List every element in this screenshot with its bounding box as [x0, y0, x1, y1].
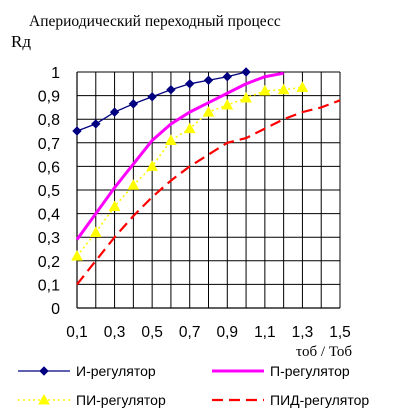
- y-tick-label: 0: [51, 301, 60, 318]
- legend-marker: [38, 393, 50, 405]
- data-point: [240, 91, 252, 103]
- data-point: [221, 99, 234, 110]
- legend-marker: [39, 366, 49, 376]
- plot-area: [71, 67, 341, 286]
- data-point: [222, 72, 232, 82]
- x-tick-label: 1,3: [292, 324, 314, 341]
- series-1: [72, 67, 251, 136]
- x-tick-label: 0,9: [217, 324, 239, 341]
- y-tick-label: 0,9: [38, 89, 60, 106]
- series-3: [71, 81, 309, 261]
- series-line: [76, 71, 247, 132]
- data-point: [203, 75, 214, 85]
- legend-item-3: ПИ-регулятор: [18, 392, 166, 408]
- chart-title: Апериодический переходный процесс: [29, 13, 281, 30]
- data-point: [277, 83, 290, 95]
- series-4: [76, 99, 341, 286]
- x-tick-label: 0,1: [66, 324, 88, 341]
- data-point: [241, 67, 251, 77]
- y-tick-label: 0,1: [38, 277, 60, 294]
- data-point: [127, 179, 140, 190]
- data-point: [185, 79, 195, 89]
- y-tick-label: 0,5: [38, 183, 60, 200]
- legend-item-4: ПИД-регулятор: [212, 392, 369, 408]
- series-line: [75, 71, 284, 241]
- data-point: [146, 160, 158, 171]
- tick-labels: 0 0,1 0,2 0,3 0,4 0,5 0,6 0,7 0,8 0,9 1 0,1 0,3 0,5 0,…: [38, 65, 351, 341]
- y-tick-label: 0,7: [38, 136, 60, 153]
- data-point: [202, 106, 215, 117]
- x-tick-label: 0,5: [141, 324, 163, 341]
- y-tick-label: 0,2: [38, 254, 60, 271]
- y-tick-label: 0,4: [38, 207, 60, 224]
- y-tick-label: 0,3: [38, 230, 60, 247]
- x-tick-label: 0,7: [179, 324, 201, 341]
- data-point: [128, 99, 139, 109]
- data-point: [296, 81, 309, 92]
- legend: И-регулятор П-регулятор ПИ-регулятор ПИД-ре…: [18, 363, 369, 408]
- data-point: [72, 126, 82, 136]
- axes: [76, 72, 340, 309]
- legend-label: П-регулятор: [270, 363, 350, 379]
- data-point: [108, 200, 121, 212]
- data-point: [89, 226, 102, 237]
- legend-label: ПИ-регулятор: [76, 392, 166, 408]
- legend-label: ПИД-регулятор: [270, 392, 369, 408]
- y-tick-label: 0,8: [38, 112, 60, 129]
- data-point: [165, 134, 177, 145]
- data-point: [147, 92, 157, 102]
- series-line: [76, 99, 341, 286]
- x-tick-label: 0,3: [104, 324, 126, 341]
- legend-label: И-регулятор: [76, 363, 156, 379]
- series-2: [75, 71, 284, 241]
- y-tick-label: 0,6: [38, 159, 60, 176]
- data-point: [71, 250, 83, 261]
- x-tick-label: 1,1: [254, 324, 276, 341]
- data-point: [109, 107, 120, 117]
- data-point: [91, 119, 101, 129]
- data-point: [259, 84, 271, 96]
- x-tick-label: 1,5: [329, 324, 351, 341]
- data-point: [166, 84, 176, 95]
- y-axis-label: Rд: [11, 32, 31, 51]
- data-point: [183, 122, 196, 134]
- legend-item-2: П-регулятор: [212, 363, 350, 379]
- x-axis-label: τоб / Тоб: [296, 344, 352, 360]
- y-tick-label: 1: [51, 65, 60, 82]
- legend-item-1: И-регулятор: [18, 363, 156, 379]
